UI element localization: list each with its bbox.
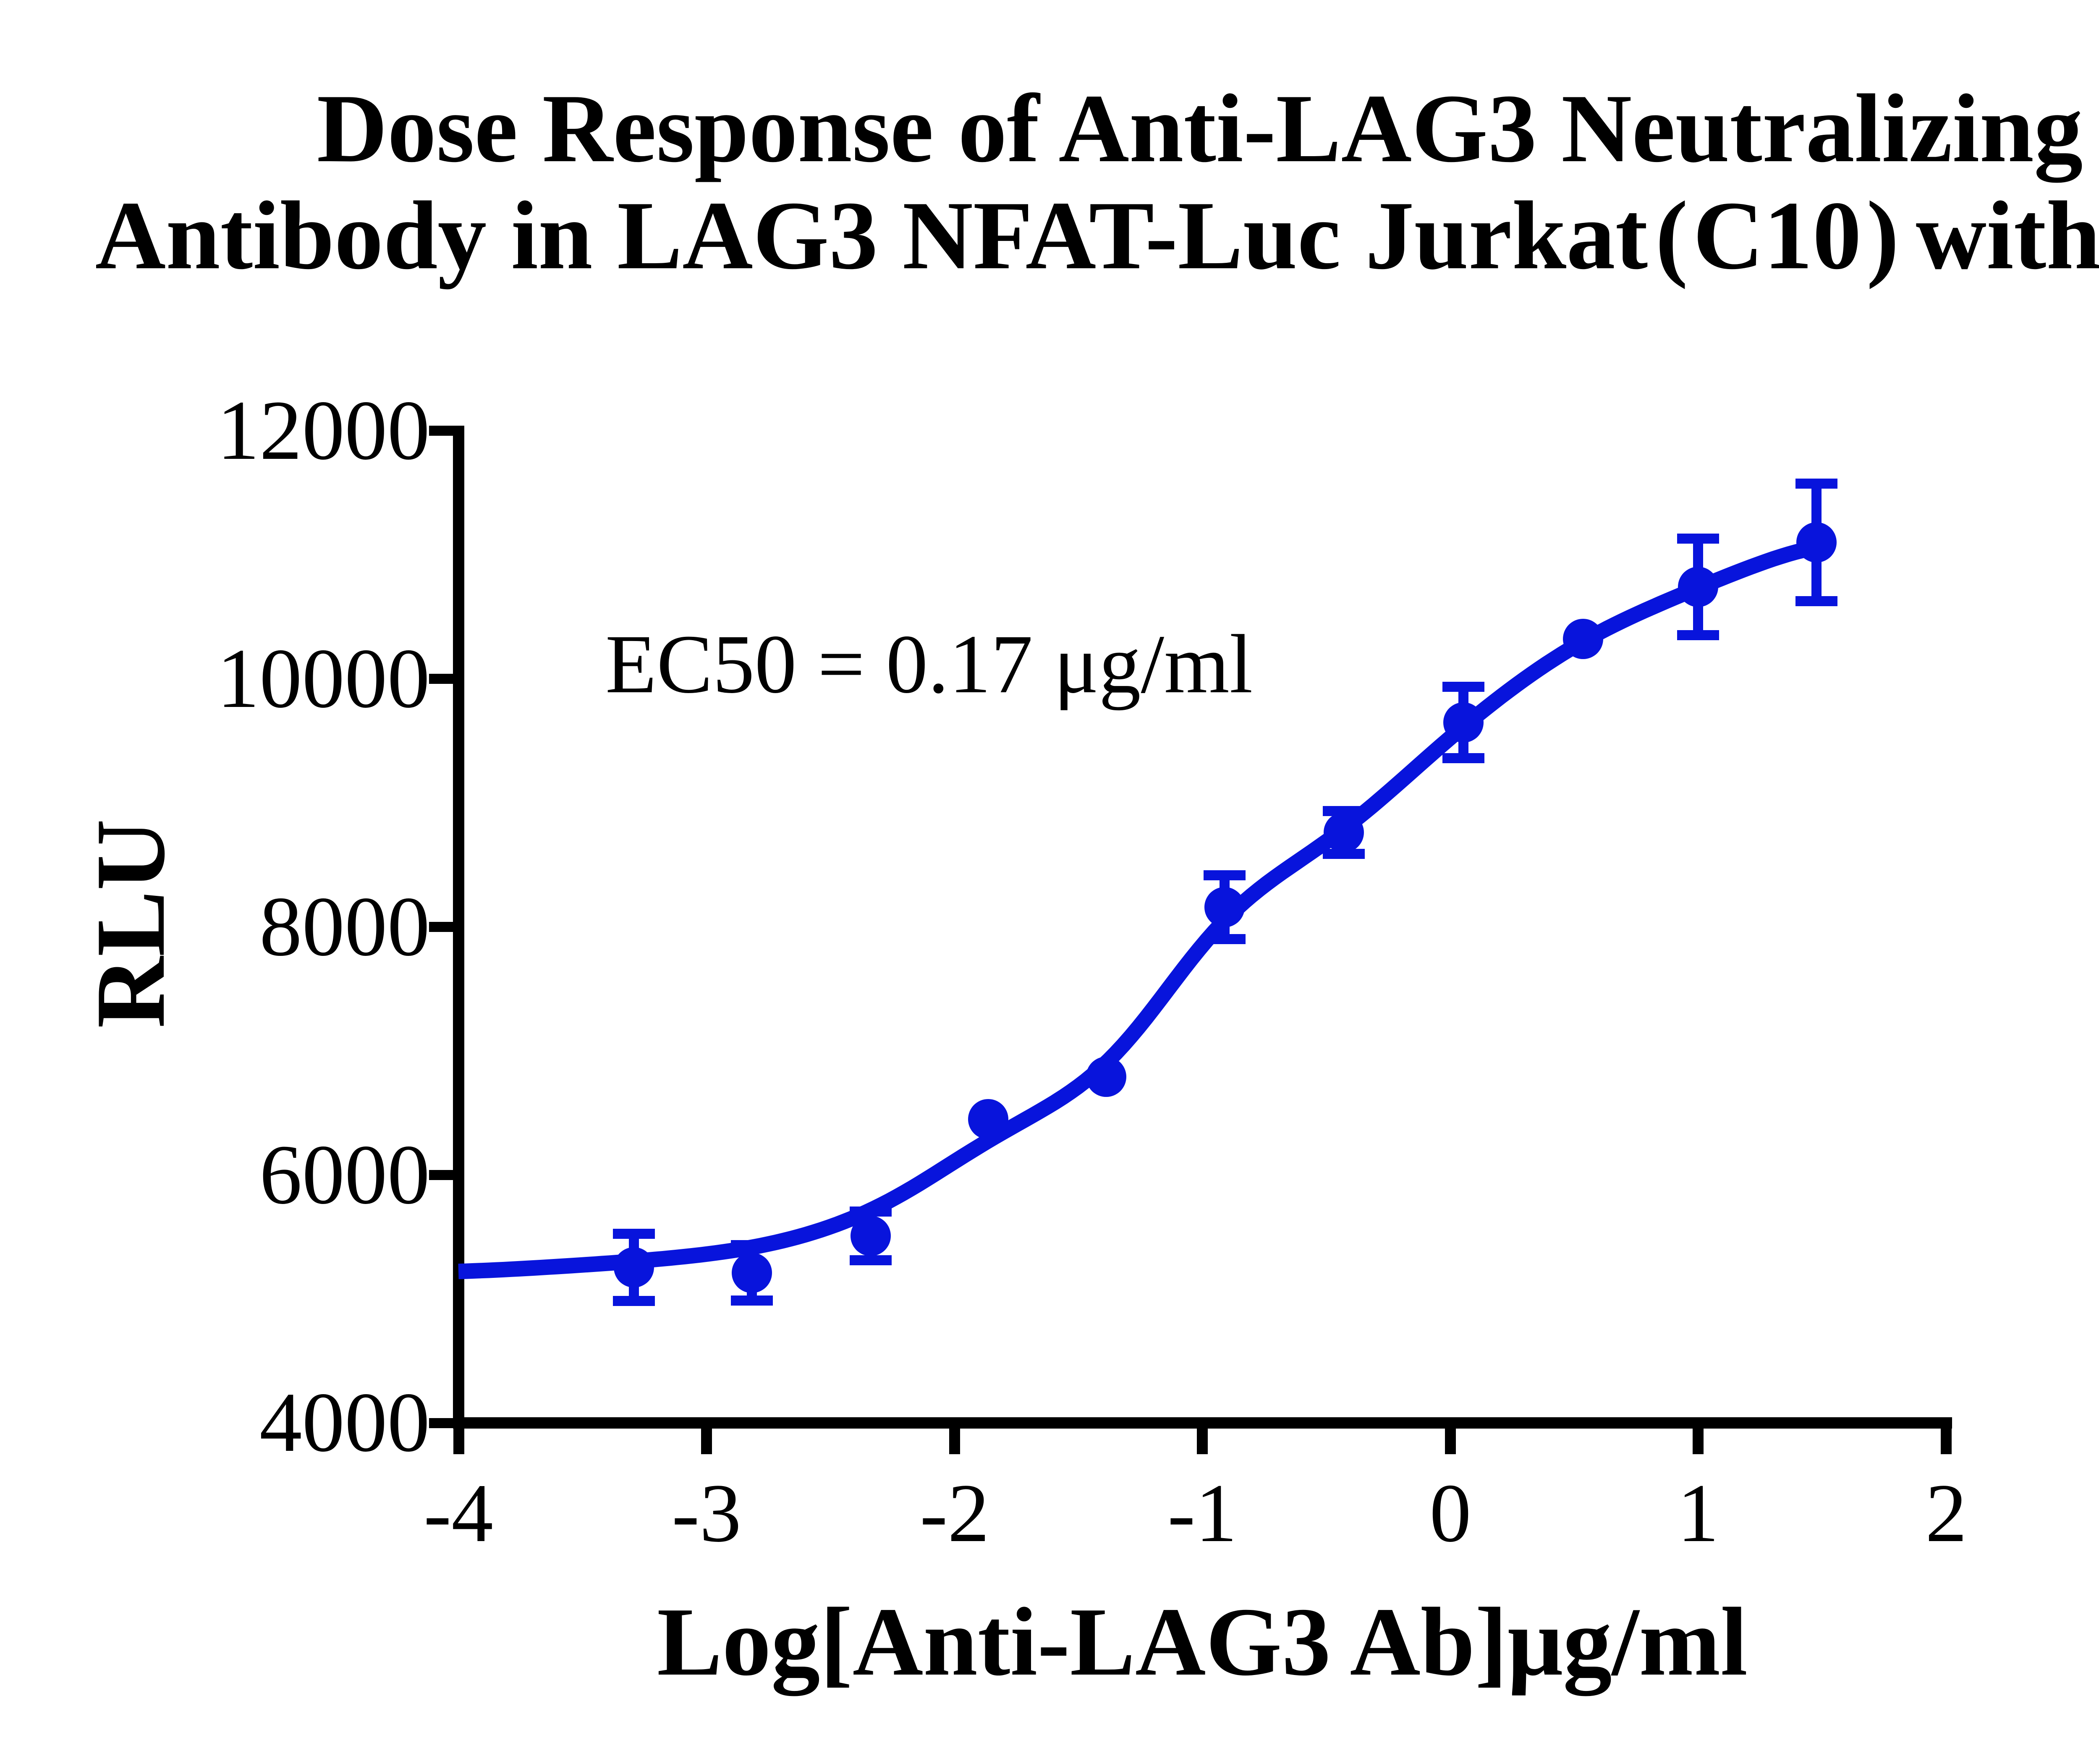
svg-text:1: 1 [1677,1467,1719,1560]
svg-text:Log[Anti-LAG3 Ab]μg/ml: Log[Anti-LAG3 Ab]μg/ml [657,1588,1748,1696]
svg-text:10000: 10000 [217,631,430,725]
svg-text:RLU: RLU [76,819,186,1028]
svg-text:-3: -3 [672,1467,741,1560]
svg-text:8000: 8000 [259,879,430,974]
svg-text:4000: 4000 [259,1375,430,1469]
svg-text:-1: -1 [1167,1467,1237,1560]
svg-text:12000: 12000 [217,383,430,477]
svg-text:-4: -4 [424,1467,493,1560]
svg-text:6000: 6000 [259,1127,430,1222]
svg-text:EC50 = 0.17 μg/ml: EC50 = 0.17 μg/ml [605,618,1253,711]
svg-text:-2: -2 [920,1467,989,1560]
svg-text:Antibody in LAG3 NFAT-Luc Jurk: Antibody in LAG3 NFAT-Luc Jurkat(C10) wit… [95,181,2099,290]
svg-text:2: 2 [1925,1467,1967,1560]
svg-text:0: 0 [1429,1467,1471,1560]
svg-text:Dose Response of Anti-LAG3 Neu: Dose Response of Anti-LAG3 Neutralizing [317,74,2083,183]
